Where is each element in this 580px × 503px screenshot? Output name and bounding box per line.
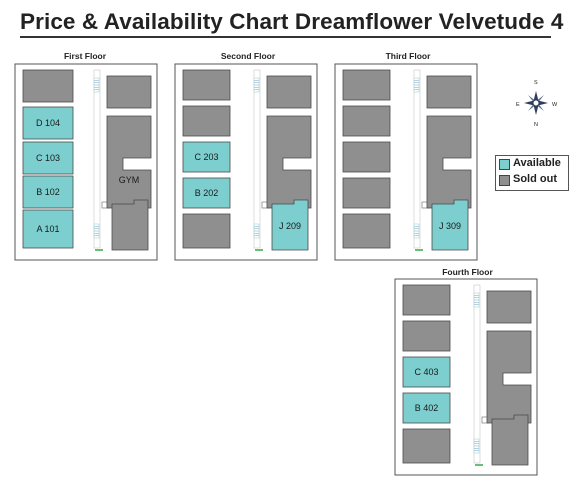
title-underline (20, 36, 551, 38)
unit-b102 (22, 175, 74, 209)
unit-block (342, 105, 391, 137)
floor-plan-fourth: C 403 B 402 (394, 278, 538, 476)
legend-sold-out-label: Sold out (513, 173, 557, 185)
unit-block (22, 69, 74, 103)
floor-plan-third: J 309 (334, 63, 478, 261)
unit-b202 (182, 177, 231, 209)
unit-c203 (182, 141, 231, 173)
unit-block (106, 75, 152, 109)
hallway (473, 284, 481, 464)
floor-label-second: Second Floor (220, 51, 276, 61)
unit-label: B 102 (36, 187, 60, 197)
hallway (253, 69, 261, 249)
unit-label: B 202 (195, 188, 219, 198)
floor-label-third: Third Floor (385, 51, 431, 61)
hallway (413, 69, 421, 249)
unit-block (402, 320, 451, 352)
unit-label: D 104 (36, 118, 60, 128)
unit-block (402, 428, 451, 464)
unit-block (426, 75, 472, 109)
available-swatch (499, 159, 510, 170)
unit-block (182, 105, 231, 137)
floor-label-fourth: Fourth Floor (442, 267, 493, 277)
floor-plan-second: C 203 B 202 J 209 (174, 63, 318, 261)
unit-block (402, 284, 451, 316)
unit-a101 (22, 209, 74, 249)
unit-j209 (271, 199, 309, 251)
unit-b402 (402, 392, 451, 424)
unit-label: B 402 (415, 403, 439, 413)
unit-block (491, 414, 529, 466)
floor-label-first: First Floor (63, 51, 107, 61)
unit-label: A 101 (36, 224, 59, 234)
unit-j309 (431, 199, 469, 251)
unit-block (342, 141, 391, 173)
unit-c103 (22, 141, 74, 175)
unit-label: C 403 (414, 367, 438, 377)
unit-block (111, 199, 149, 251)
unit-block (342, 69, 391, 101)
legend-available-label: Available (513, 157, 561, 169)
legend-item-available: Available (496, 156, 568, 172)
sold-out-swatch (499, 175, 510, 186)
floor-plan-first: D 104 C 103 B 102 A 101 GYM (14, 63, 158, 261)
page-title: Price & Availability Chart Dreamflower V… (20, 9, 564, 34)
hallway (93, 69, 101, 249)
unit-label: J 309 (439, 221, 461, 231)
unit-label: C 103 (36, 153, 60, 163)
unit-block (342, 213, 391, 249)
unit-block (266, 75, 312, 109)
unit-block (182, 69, 231, 101)
gym-label: GYM (119, 175, 140, 185)
unit-label: C 203 (194, 152, 218, 162)
legend-item-sold-out: Sold out (496, 172, 568, 188)
unit-d104 (22, 106, 74, 140)
unit-block (182, 213, 231, 249)
unit-block (486, 290, 532, 324)
unit-label: J 209 (279, 221, 301, 231)
unit-c403 (402, 356, 451, 388)
unit-block (342, 177, 391, 209)
legend: Available Sold out (495, 155, 569, 191)
